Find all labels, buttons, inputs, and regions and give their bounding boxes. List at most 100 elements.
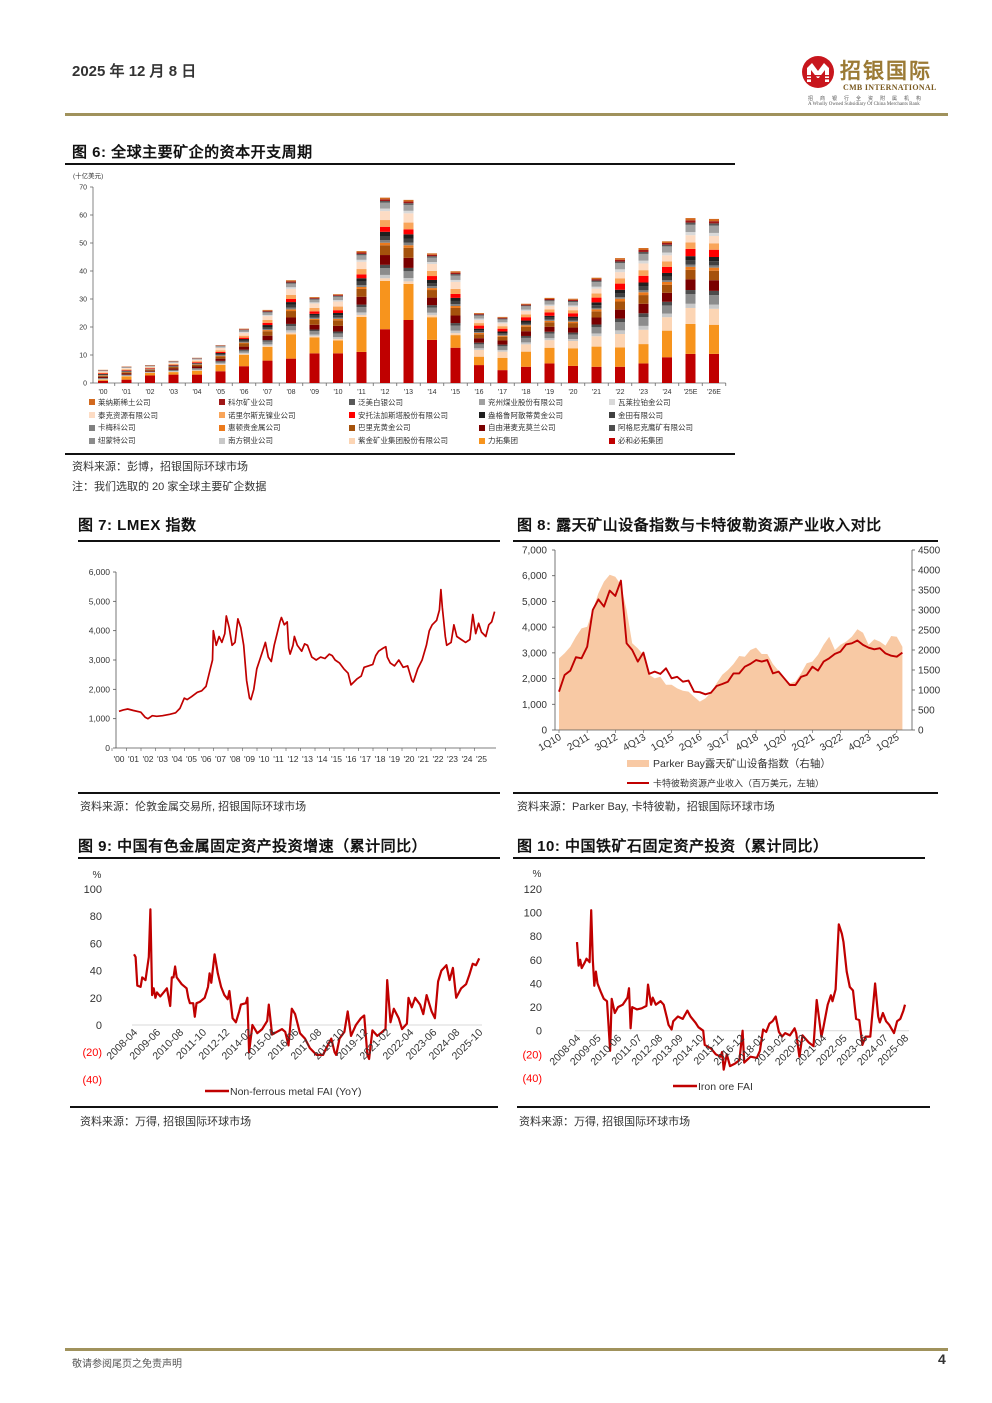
bar-segment <box>450 293 461 298</box>
bar-segment <box>497 318 508 320</box>
bar-segment <box>403 320 414 383</box>
bar-segment <box>286 317 296 324</box>
bar-segment <box>145 371 155 373</box>
bar-segment <box>380 242 390 246</box>
bar-segment <box>662 261 672 267</box>
bar-segment <box>286 334 296 359</box>
bar-segment <box>474 348 484 350</box>
bar-segment <box>380 231 390 236</box>
fig8-area-line-chart: 0 1,000 2,000 3,000 4,000 5,000 6,000 7,000 0 500… <box>522 546 941 789</box>
bar-segment <box>286 330 296 333</box>
x-tick-label: '01 <box>128 754 139 764</box>
bar-segment <box>615 278 625 284</box>
bar-stack-9 <box>309 297 320 383</box>
bar-segment <box>427 315 437 318</box>
bar-segment <box>544 304 555 306</box>
fig9-source: 资料来源：万得, 招银国际环球市场 <box>80 1116 252 1128</box>
y-tick-label: 60 <box>90 938 102 950</box>
bar-segment <box>403 267 414 272</box>
bar-segment <box>497 333 508 335</box>
bar-segment <box>403 271 414 278</box>
legend-item: 泰克资源有限公司 <box>89 409 219 422</box>
bar-segment <box>615 334 625 348</box>
bar-stack-25 <box>685 218 696 383</box>
x-tick-label: '11 <box>357 389 366 396</box>
y-tick-label: 10 <box>79 353 87 360</box>
bar-stack-0 <box>98 369 108 383</box>
bar-segment <box>403 222 414 230</box>
bar-segment <box>121 368 132 370</box>
bar-segment <box>662 313 672 318</box>
bar-segment <box>709 324 719 354</box>
bar-segment <box>168 371 179 372</box>
x-tick-label: 1Q25 <box>875 732 902 754</box>
bar-segment <box>568 310 578 314</box>
bar-segment <box>521 325 531 327</box>
x-tick-label: '13 <box>404 389 413 396</box>
bar-segment <box>615 261 625 264</box>
y-tick-label: 1,000 <box>89 714 111 724</box>
bar-segment <box>192 369 202 371</box>
x-tick-label: 1Q15 <box>649 732 676 754</box>
y-axis-unit: % <box>93 870 102 881</box>
bar-segment <box>685 242 696 249</box>
bar-segment <box>356 351 367 383</box>
bar-segment <box>309 297 320 299</box>
bar-segment <box>474 365 484 383</box>
bar-segment <box>215 346 226 348</box>
legend-item: 紫金矿业集团股份有限公司 <box>349 434 479 447</box>
y-tick-label: 0 <box>105 743 110 753</box>
bar-segment <box>309 318 320 320</box>
bar-segment <box>192 368 202 370</box>
bar-segment <box>615 297 625 299</box>
bar-segment <box>168 365 179 366</box>
bar-segment <box>568 316 578 319</box>
legend-item: 必和必拓集团 <box>609 434 739 447</box>
right-y-tick-label: 4500 <box>918 546 941 557</box>
bar-segment <box>239 346 249 350</box>
bar-segment <box>168 364 179 366</box>
legend-label: 惠顿贵金属公司 <box>228 423 281 433</box>
bar-segment <box>286 326 296 331</box>
bar-segment <box>98 376 108 378</box>
bar-segment <box>591 327 602 334</box>
bar-segment <box>286 332 296 335</box>
bar-segment <box>638 251 649 254</box>
x-tick-label: '02 <box>142 754 153 764</box>
bar-segment <box>215 364 226 365</box>
bar-segment <box>521 303 531 305</box>
bar-segment <box>709 225 719 233</box>
bar-segment <box>380 211 390 221</box>
bar-segment <box>215 347 226 348</box>
bar-segment <box>544 299 555 301</box>
bar-segment <box>309 299 320 303</box>
bar-segment <box>262 327 273 329</box>
bar-segment <box>497 326 508 329</box>
bar-segment <box>591 324 602 328</box>
bar-segment <box>521 326 531 332</box>
bar-segment <box>709 232 719 236</box>
legend-label-caterpillar: 卡特彼勒资源产业收入（百万美元，左轴） <box>653 778 824 789</box>
disclaimer-link[interactable]: 敬请参阅尾页之免责声明 <box>72 1359 182 1370</box>
bar-segment <box>356 261 367 270</box>
legend-label: 紫金矿业集团股份有限公司 <box>358 436 448 446</box>
bar-segment <box>215 355 226 357</box>
x-tick-label: '14 <box>427 389 436 396</box>
bar-segment <box>427 339 437 383</box>
legend-item: 瓦莱拉铂金公司 <box>609 396 739 409</box>
bar-stack-24 <box>662 241 672 383</box>
legend-swatch <box>349 424 355 431</box>
bar-segment <box>427 307 437 313</box>
bar-segment <box>98 380 108 383</box>
bar-segment <box>380 264 390 269</box>
bar-segment <box>474 334 484 339</box>
bar-segment <box>403 245 414 248</box>
bar-stack-16 <box>474 313 484 383</box>
bar-segment <box>615 301 625 310</box>
x-tick-label: 4Q18 <box>734 732 761 754</box>
bar-segment <box>380 197 390 200</box>
bar-segment <box>239 341 249 343</box>
y-tick-label: (20) <box>522 1049 542 1061</box>
bar-segment <box>521 317 531 321</box>
bar-segment <box>356 274 367 279</box>
